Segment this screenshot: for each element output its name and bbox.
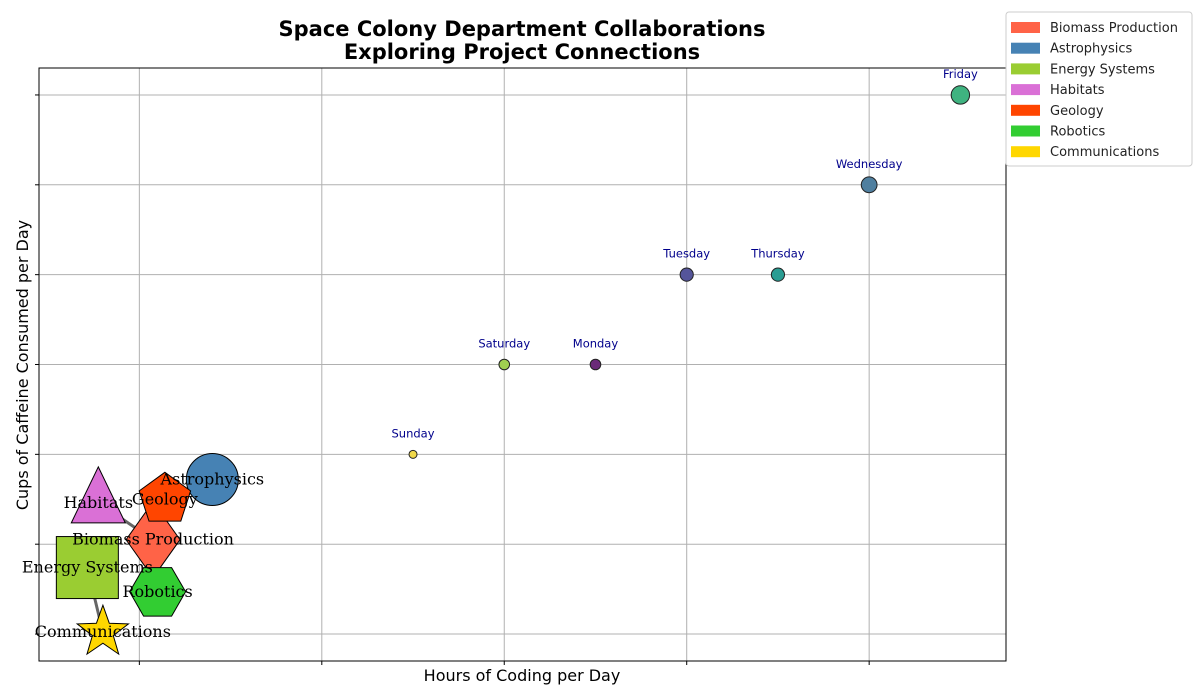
legend-entry: Astrophysics bbox=[1050, 42, 1132, 57]
department-label: Energy Systems bbox=[22, 558, 153, 577]
x-axis-label: Hours of Coding per Day bbox=[424, 666, 621, 685]
department-label: Astrophysics bbox=[160, 470, 265, 489]
data-point bbox=[860, 176, 878, 194]
legend: Biomass Production Astrophysics Energy Sys… bbox=[1005, 11, 1193, 167]
legend-swatch bbox=[1011, 63, 1040, 75]
department-marker bbox=[185, 453, 239, 507]
axis-ticks bbox=[35, 94, 870, 665]
department-labels: Biomass Production Astrophysics Energy Sys… bbox=[22, 470, 264, 642]
data-point bbox=[679, 267, 694, 282]
y-axis-label: Cups of Caffeine Consumed per Day bbox=[13, 220, 32, 510]
department-marker bbox=[55, 536, 119, 600]
legend-entry: Robotics bbox=[1050, 125, 1105, 140]
series-point-labels: Wednesday Friday Tuesday Thursday Saturday Mo… bbox=[392, 67, 978, 440]
chart-title: Space Colony Department Collaborations bbox=[279, 17, 766, 41]
data-point-label: Friday bbox=[943, 67, 978, 81]
legend-swatch bbox=[1011, 42, 1040, 54]
legend-entry: Biomass Production bbox=[1050, 21, 1178, 36]
department-markers bbox=[55, 453, 239, 656]
legend-swatch bbox=[1011, 22, 1040, 33]
department-label: Biomass Production bbox=[72, 530, 234, 549]
data-point-label: Sunday bbox=[392, 426, 435, 440]
data-point bbox=[770, 267, 786, 282]
data-point-label: Tuesday bbox=[662, 247, 710, 261]
data-point bbox=[408, 449, 418, 459]
department-marker bbox=[75, 603, 130, 656]
legend-swatch bbox=[1011, 84, 1040, 96]
legend-swatch bbox=[1011, 125, 1040, 137]
chart-subtitle: Exploring Project Connections bbox=[344, 40, 700, 64]
legend-entry: Energy Systems bbox=[1050, 62, 1155, 77]
department-label: Habitats bbox=[64, 493, 133, 512]
data-point-label: Thursday bbox=[750, 247, 805, 261]
department-marker bbox=[129, 567, 187, 617]
legend-entry: Habitats bbox=[1050, 83, 1105, 98]
data-point bbox=[950, 85, 971, 105]
legend-frame bbox=[1005, 11, 1193, 167]
data-point-label: Saturday bbox=[478, 337, 530, 351]
department-marker bbox=[138, 471, 192, 522]
series-points bbox=[408, 85, 971, 459]
legend-swatch bbox=[1011, 146, 1040, 158]
data-point-label: Monday bbox=[573, 337, 619, 351]
legend-swatch bbox=[1011, 104, 1040, 116]
data-point bbox=[498, 358, 511, 371]
department-label: Communications bbox=[35, 622, 171, 641]
legend-entry: Geology bbox=[1050, 104, 1104, 119]
department-label: Geology bbox=[132, 489, 198, 508]
data-point bbox=[589, 358, 602, 371]
legend-entry: Communications bbox=[1050, 145, 1159, 160]
department-label: Robotics bbox=[122, 582, 192, 601]
grid bbox=[39, 68, 1006, 661]
department-marker bbox=[70, 465, 127, 524]
data-point-label: Wednesday bbox=[836, 157, 903, 171]
